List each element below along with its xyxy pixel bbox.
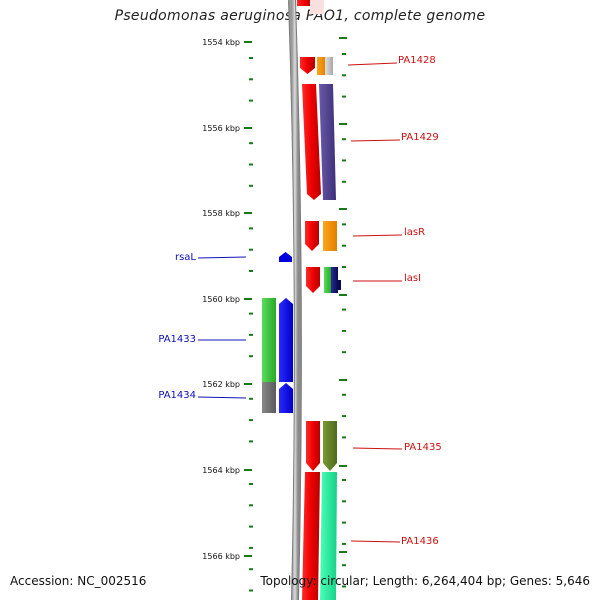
position-label: 1564 kbp [202, 466, 240, 475]
gene-label-lasI[interactable]: lasI [404, 273, 421, 284]
position-label: 1560 kbp [202, 295, 240, 304]
gene-label-PA1433[interactable]: PA1433 [158, 334, 196, 345]
upstream-gene-fragment [297, 0, 324, 14]
feature-PA1435-olive[interactable] [323, 421, 337, 471]
label-leader-line [352, 234, 403, 237]
feature-PA1436-teal[interactable] [320, 472, 337, 600]
gene-label-rsaL[interactable]: rsaL [175, 252, 196, 263]
feature-lasR-orange[interactable] [323, 221, 337, 251]
feature-lasI-green[interactable] [324, 267, 331, 293]
gene-PA1428[interactable] [300, 57, 315, 74]
map-title: Pseudomonas aeruginosa PAO1, complete ge… [114, 8, 486, 24]
label-leader-line [350, 139, 401, 142]
gene-PA1429[interactable] [302, 84, 321, 200]
feature-PA1428-gray[interactable] [325, 57, 333, 75]
gene-rsaL[interactable] [279, 252, 292, 262]
gene-label-PA1434[interactable]: PA1434 [158, 390, 196, 401]
genome-backbone [288, 0, 302, 600]
feature-lasI-navy[interactable] [331, 267, 338, 293]
feature-PA1429-purple[interactable] [319, 84, 336, 200]
gene-label-PA1428[interactable]: PA1428 [398, 55, 436, 66]
gene-PA1436[interactable] [302, 472, 320, 600]
position-label: 1556 kbp [202, 124, 240, 133]
gene-labels: PA1428 PA1429 lasR lasI rsaL PA1433 PA1434 PA14… [158, 55, 441, 547]
gene-lasI[interactable] [306, 267, 320, 293]
position-ticks: 1554 kbp 1556 kbp 1558 kbp 1560 kbp 1562 kbp… [202, 37, 347, 592]
feature-lasI-navy-tail[interactable] [338, 280, 341, 290]
gene-features [262, 57, 341, 600]
feature-PA1428-orange[interactable] [317, 57, 326, 75]
gene-label-PA1436[interactable]: PA1436 [401, 536, 439, 547]
gene-PA1433[interactable] [279, 298, 293, 382]
position-label: 1554 kbp [202, 38, 240, 47]
gene-label-PA1435[interactable]: PA1435 [404, 442, 442, 453]
position-label: 1566 kbp [202, 552, 240, 561]
feature-PA1433-green[interactable] [262, 298, 276, 382]
label-leader-line [347, 62, 398, 66]
gene-PA1434[interactable] [279, 383, 293, 413]
label-leader-line [350, 540, 401, 543]
position-label: 1558 kbp [202, 209, 240, 218]
topology-text: Topology: circular; Length: 6,264,404 bp… [260, 574, 590, 588]
label-leader-line [197, 396, 247, 399]
label-leader-line [197, 256, 247, 259]
label-leader-line [352, 447, 403, 450]
gene-label-PA1429[interactable]: PA1429 [401, 132, 439, 143]
gene-lasR[interactable] [305, 221, 319, 251]
accession-text: Accession: NC_002516 [10, 574, 147, 588]
gene-label-lasR[interactable]: lasR [404, 227, 425, 238]
position-label: 1562 kbp [202, 380, 240, 389]
gene-PA1435[interactable] [306, 421, 320, 471]
feature-PA1434-gray[interactable] [262, 382, 276, 413]
